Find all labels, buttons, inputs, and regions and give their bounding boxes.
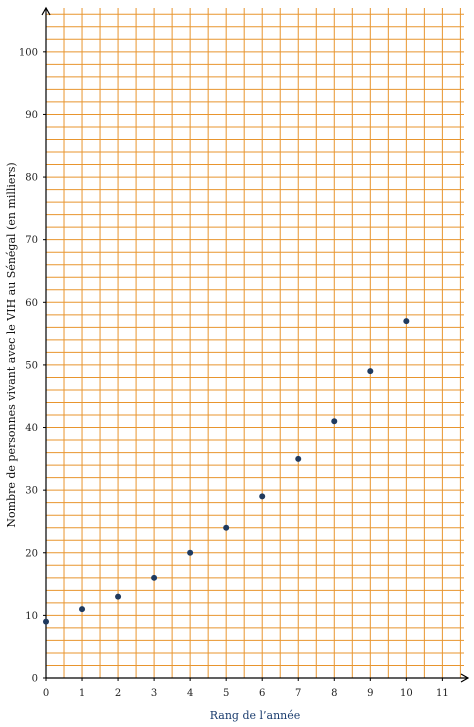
y-tick-label: 60 xyxy=(25,298,38,309)
y-tick-label: 30 xyxy=(25,486,38,497)
data-point xyxy=(79,606,86,613)
data-point xyxy=(403,318,410,325)
y-tick-label: 80 xyxy=(25,173,38,184)
y-tick-label: 90 xyxy=(25,110,38,121)
y-axis-title: Nombre de personnes vivant avec le VIH a… xyxy=(5,162,18,527)
x-tick-label: 7 xyxy=(295,688,301,699)
data-point xyxy=(295,455,302,462)
data-point xyxy=(151,574,158,581)
data-points xyxy=(43,318,410,625)
data-point xyxy=(259,493,266,500)
x-tick-label: 8 xyxy=(331,688,337,699)
y-tick-label: 100 xyxy=(19,47,38,58)
data-point xyxy=(331,418,338,425)
x-tick-label: 2 xyxy=(115,688,121,699)
y-tick-labels: 0 10 20 30 40 50 60 70 80 90 100 xyxy=(19,47,46,685)
axes xyxy=(41,6,470,683)
x-tick-label: 5 xyxy=(223,688,229,699)
data-point xyxy=(115,593,122,600)
y-tick-label: 40 xyxy=(25,423,38,434)
x-axis-arrow xyxy=(460,673,470,683)
data-point xyxy=(43,618,49,625)
data-point xyxy=(187,549,194,556)
y-tick-label: 70 xyxy=(25,235,38,246)
x-tick-label: 9 xyxy=(367,688,373,699)
x-tick-label: 10 xyxy=(400,688,413,699)
x-tick-label: 1 xyxy=(79,688,85,699)
y-tick-label: 0 xyxy=(32,674,38,685)
data-point xyxy=(223,524,230,531)
x-tick-label: 3 xyxy=(151,688,157,699)
x-tick-label: 4 xyxy=(187,688,193,699)
y-tick-label: 50 xyxy=(25,360,38,371)
y-tick-label: 10 xyxy=(25,611,38,622)
y-axis-arrow xyxy=(41,6,51,16)
x-tick-labels: 0 1 2 3 4 5 6 7 8 9 10 11 xyxy=(43,678,449,699)
grid xyxy=(46,8,464,678)
x-tick-label: 0 xyxy=(43,688,49,699)
x-axis-title: Rang de l’année xyxy=(210,709,301,722)
y-tick-label: 20 xyxy=(25,548,38,559)
x-tick-label: 11 xyxy=(436,688,449,699)
data-point xyxy=(367,368,374,375)
x-tick-label: 6 xyxy=(259,688,265,699)
